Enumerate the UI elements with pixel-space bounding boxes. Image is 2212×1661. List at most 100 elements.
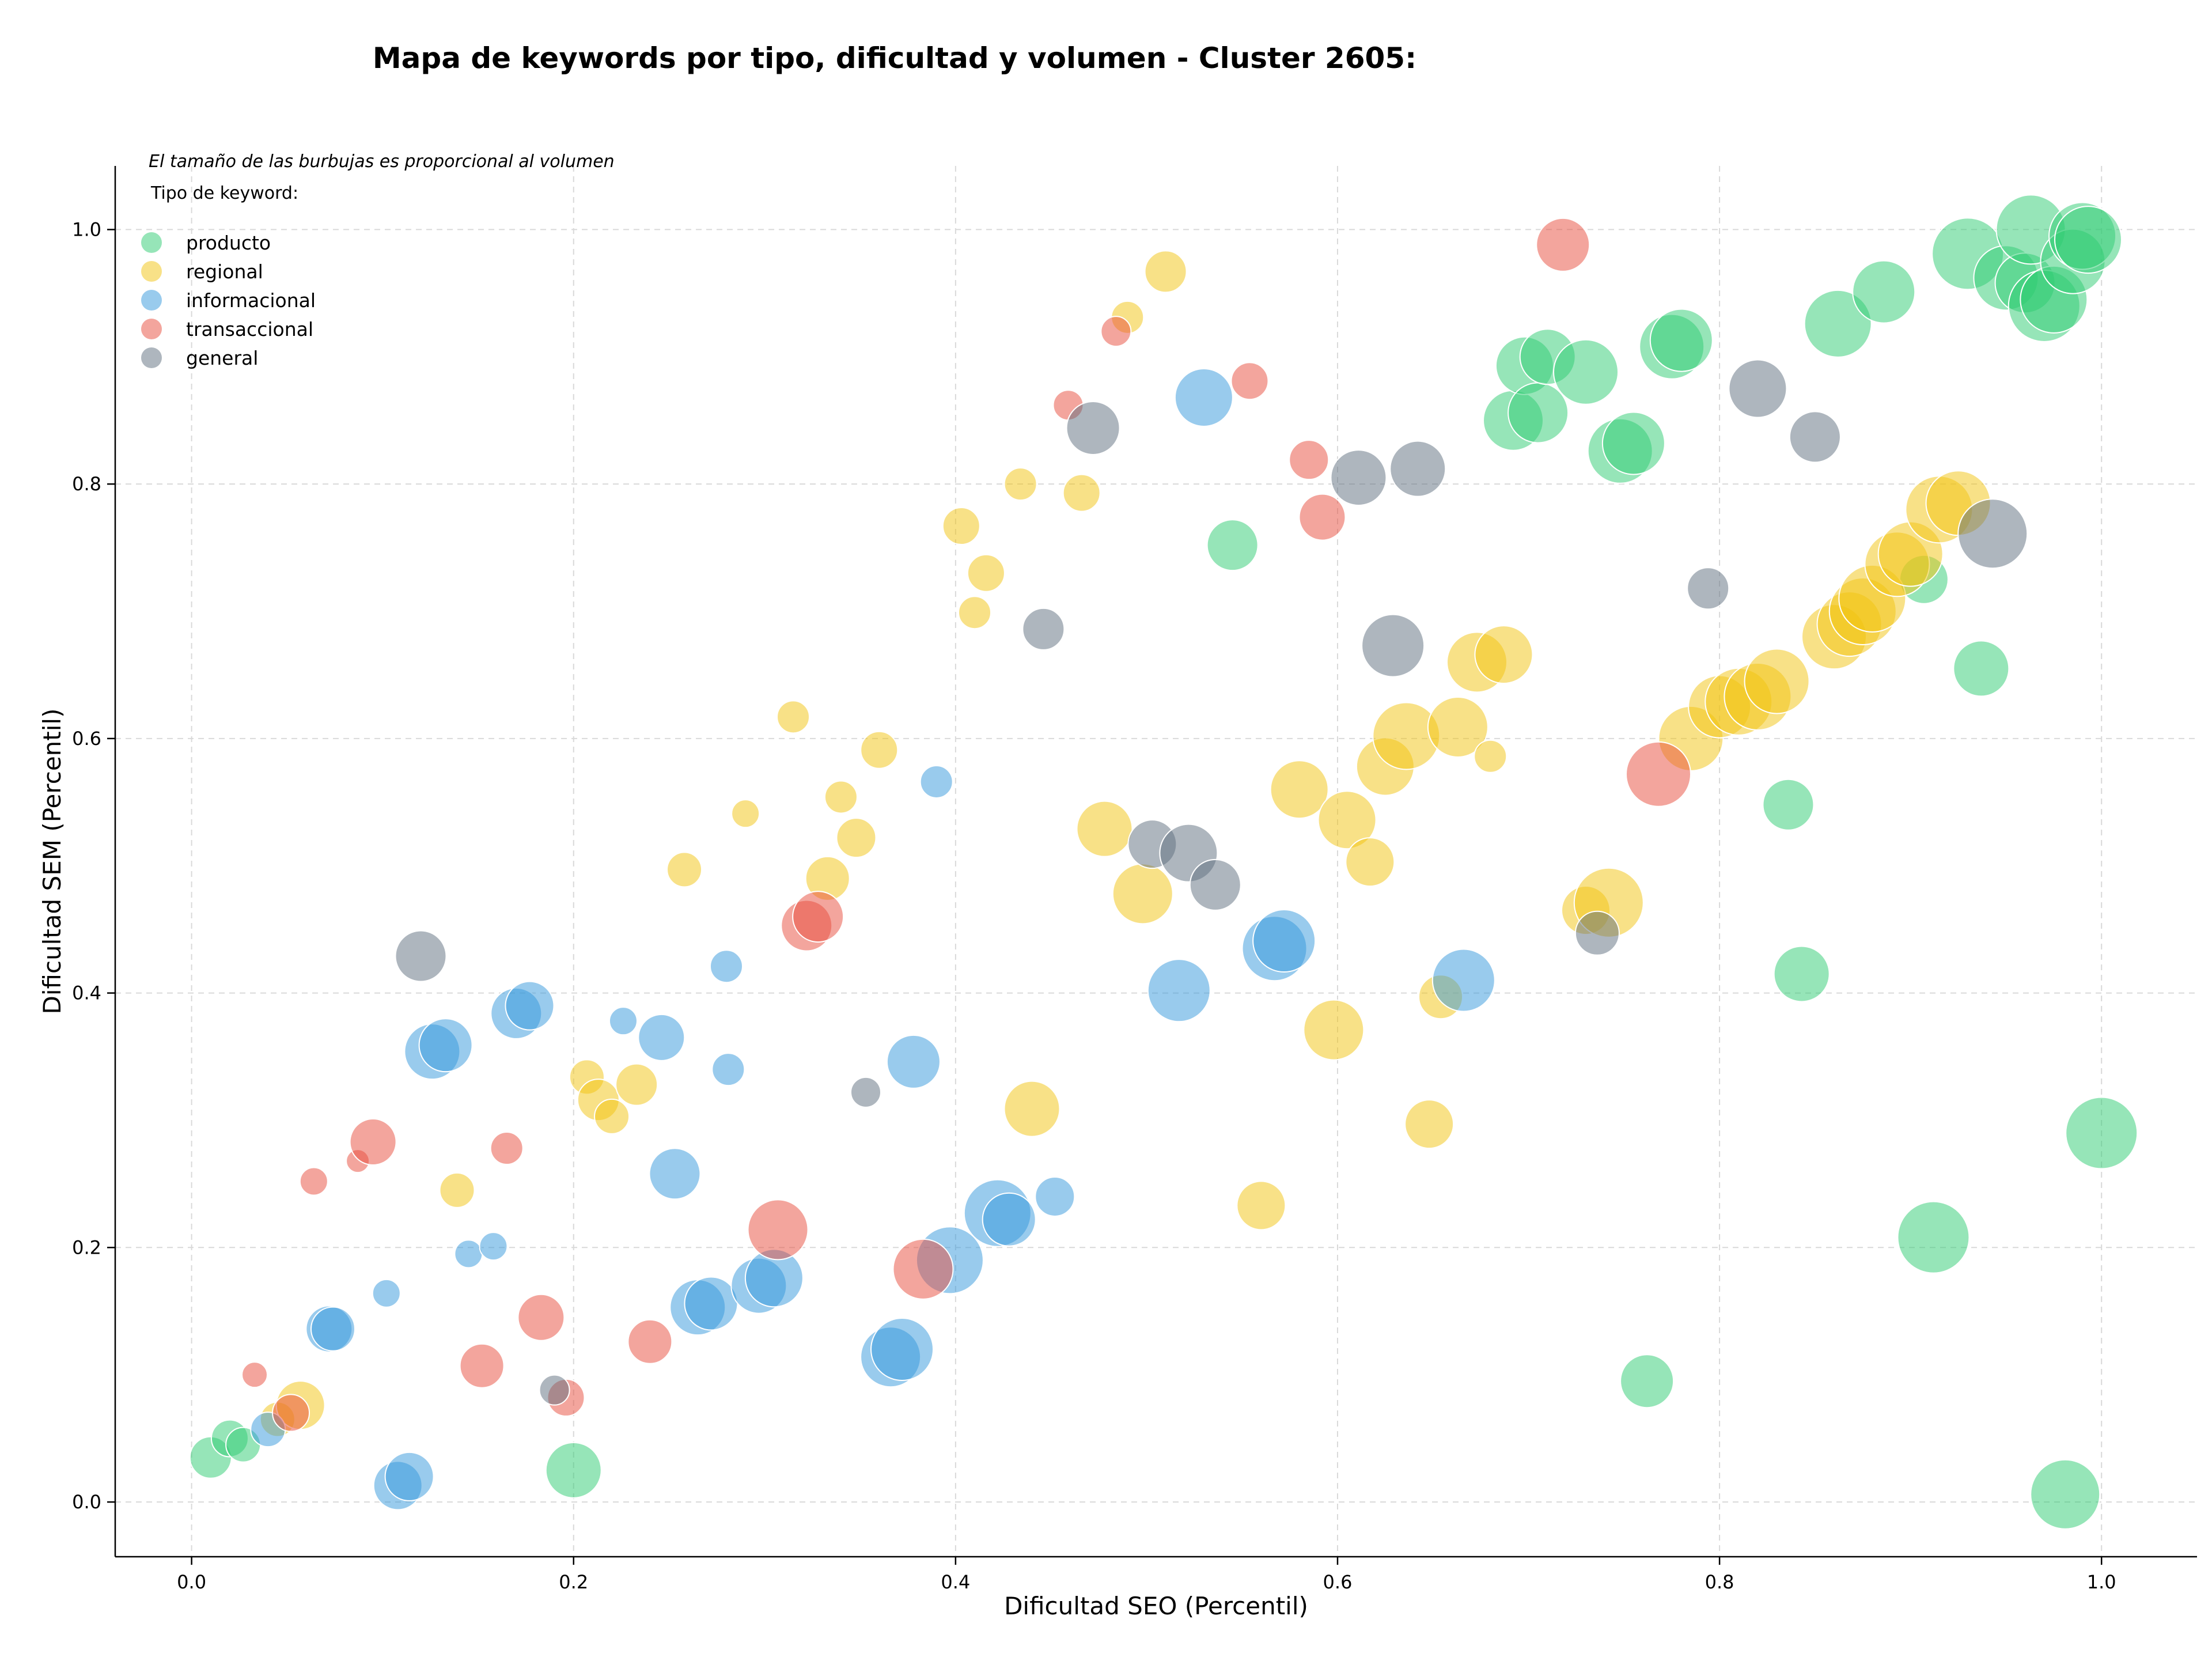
legend-marker-regional	[141, 261, 162, 282]
bubble-transaccional	[517, 1293, 565, 1341]
legend-label-general: general	[186, 347, 258, 369]
bubble-producto	[1601, 411, 1665, 475]
x-tick-label: 0.8	[1705, 1571, 1734, 1593]
bubble-informacional	[649, 1148, 701, 1200]
bubble-regional	[1003, 1080, 1060, 1137]
bubble-informacional	[638, 1013, 685, 1061]
bubble-regional	[860, 731, 899, 769]
bubble-transaccional	[241, 1361, 268, 1388]
legend: El tamaño de las burbujas es proporciona…	[141, 152, 615, 369]
x-tick-label: 0.2	[559, 1571, 588, 1593]
bubble-transaccional	[1289, 440, 1330, 480]
bubble-regional	[777, 700, 810, 734]
bubble-producto	[545, 1441, 602, 1499]
bubble-producto	[1953, 640, 2010, 697]
bubble-transaccional	[1536, 217, 1590, 272]
bubble-transaccional	[459, 1343, 505, 1388]
bubble-informacional	[1174, 368, 1233, 427]
bubble-producto	[1852, 260, 1916, 324]
bubble-producto	[1762, 778, 1815, 831]
bubble-transaccional	[299, 1167, 328, 1196]
bubble-regional	[731, 799, 760, 828]
bubble-regional	[836, 818, 877, 858]
bubble-general	[1687, 567, 1730, 610]
x-tick-label: 0.6	[1323, 1571, 1353, 1593]
bubble-producto	[1773, 945, 1830, 1002]
bubble-producto	[2030, 1459, 2101, 1530]
bubble-producto	[1553, 339, 1619, 405]
bubble-regional	[824, 780, 858, 814]
bubble-regional	[967, 554, 1005, 592]
legend-marker-general	[141, 347, 162, 368]
series-regional	[259, 250, 1991, 1437]
axes-layer	[114, 166, 2197, 1558]
bubble-producto	[1508, 382, 1569, 444]
bubble-regional	[615, 1063, 658, 1106]
bubble-general	[1789, 411, 1841, 463]
bubble-transaccional	[627, 1319, 673, 1364]
legend-label-regional: regional	[186, 260, 263, 283]
bubble-informacional	[454, 1239, 483, 1269]
legend-label-producto: producto	[186, 232, 271, 254]
bubble-regional	[1474, 625, 1533, 684]
bubble-informacional	[608, 1007, 638, 1036]
bubble-transaccional	[349, 1118, 397, 1166]
y-tick-label: 0.2	[72, 1236, 101, 1258]
bubble-transaccional	[1100, 316, 1132, 347]
y-axis-label: Dificultad SEM (Percentil)	[38, 709, 66, 1015]
bubble-transaccional	[747, 1199, 809, 1261]
y-tick-label: 0.0	[72, 1491, 101, 1513]
bubble-informacional	[310, 1306, 355, 1352]
bubble-general	[1189, 858, 1241, 911]
bubble-general	[1957, 498, 2028, 569]
chart-title: Mapa de keywords por tipo, dificultad y …	[373, 41, 1416, 75]
series-informacional	[250, 368, 1495, 1511]
legend-marker-informacional	[141, 290, 162, 311]
bubble-transaccional	[892, 1238, 954, 1300]
bubble-informacional	[505, 981, 555, 1031]
bubble-general	[1574, 910, 1620, 956]
x-tick-label: 0.0	[177, 1571, 206, 1593]
legend-size-note: El tamaño de las burbujas es proporciona…	[149, 152, 615, 172]
bubble-informacional	[886, 1034, 941, 1089]
bubble-informacional	[1431, 948, 1495, 1012]
bubble-regional	[1270, 760, 1329, 819]
bubble-regional	[1474, 739, 1508, 773]
bubble-regional	[958, 596, 992, 630]
bubble-regional	[1236, 1181, 1286, 1231]
bubble-informacional	[1147, 959, 1211, 1023]
series-producto	[189, 194, 2138, 1530]
x-axis-label: Dificultad SEO (Percentil)	[1004, 1592, 1308, 1620]
bubble-general	[1330, 449, 1387, 506]
bubble-regional	[1076, 800, 1133, 857]
bubble-informacional	[418, 1018, 473, 1073]
x-tick-label: 1.0	[2087, 1571, 2116, 1593]
bubble-transaccional	[490, 1132, 524, 1166]
bubble-general	[850, 1076, 882, 1108]
bubble-regional	[1317, 790, 1377, 850]
legend-marker-producto	[141, 232, 162, 253]
bubble-regional	[1003, 467, 1037, 501]
bubble-regional	[1404, 1099, 1455, 1149]
bubble-informacional	[372, 1278, 401, 1308]
legend-label-transaccional: transaccional	[186, 318, 313, 340]
bubble-producto	[1804, 289, 1872, 358]
bubble-general	[1361, 614, 1425, 678]
bubble-informacional	[384, 1451, 434, 1501]
x-tick-label: 0.4	[941, 1571, 970, 1593]
bubble-general	[1728, 359, 1787, 418]
series-general	[395, 359, 2028, 1406]
y-tick-label: 0.4	[72, 982, 101, 1004]
bubble-informacional	[870, 1317, 934, 1381]
bubble-producto	[2065, 1096, 2138, 1170]
bubble-general	[1022, 607, 1065, 650]
bubble-informacional	[1252, 909, 1316, 973]
bubble-regional	[1427, 696, 1488, 758]
bubble-transaccional	[792, 891, 844, 943]
bubble-regional	[942, 507, 980, 546]
bubble-regional	[1744, 648, 1810, 714]
bubble-regional	[666, 852, 703, 888]
bubble-regional	[1303, 999, 1365, 1061]
bubble-informacional	[684, 1276, 738, 1331]
